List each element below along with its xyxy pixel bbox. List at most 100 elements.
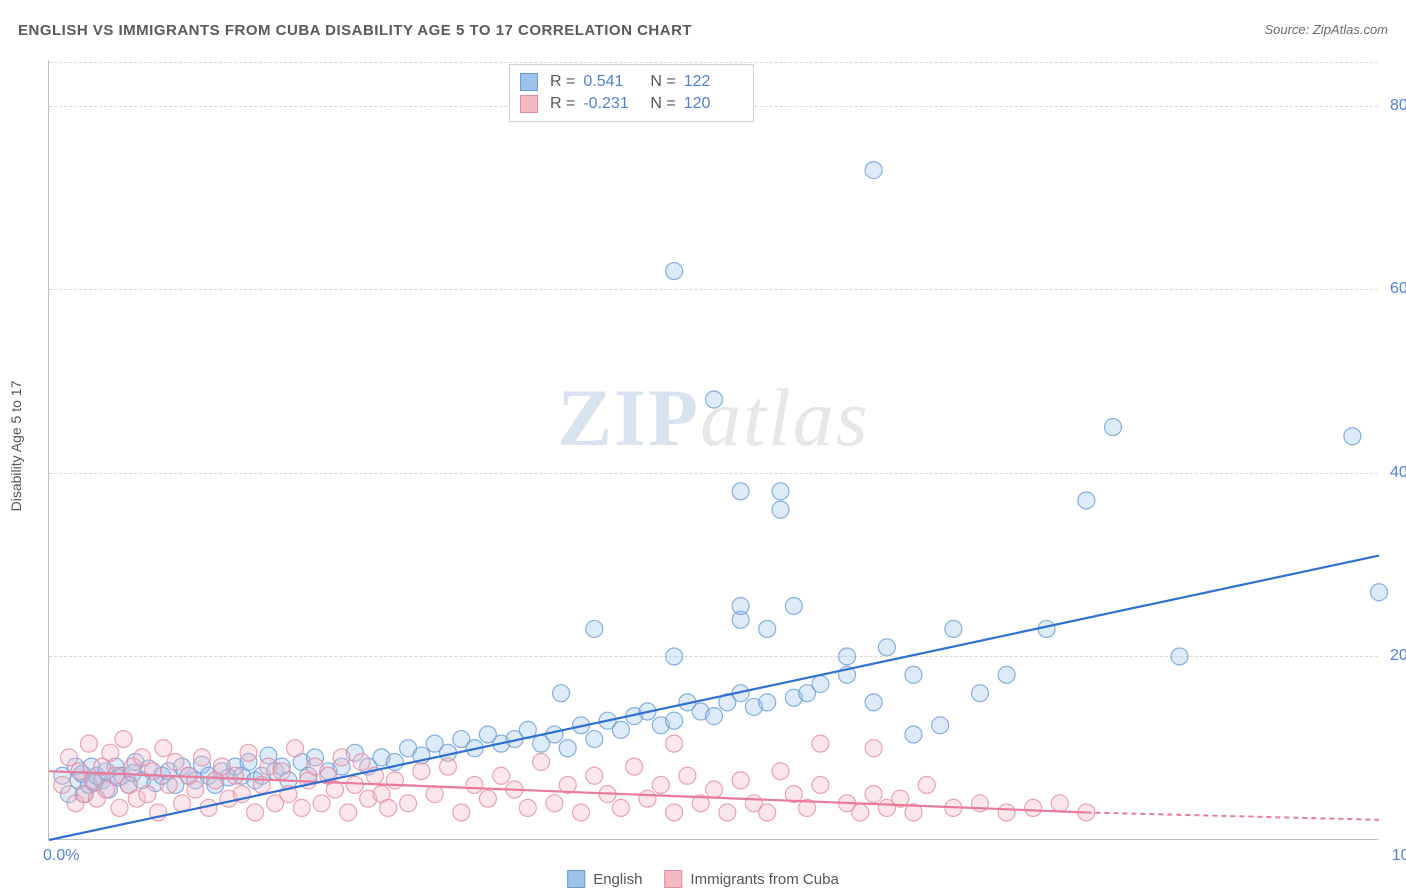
legend-label-english: English [593,871,642,888]
legend-item-english: English [567,870,642,888]
data-point [865,740,882,757]
data-point [732,483,749,500]
data-point [878,639,895,656]
n-value-cuba: 120 [684,95,739,113]
data-point [440,758,457,775]
y-axis-tick: 20.0% [1390,647,1406,665]
data-point [479,790,496,807]
data-point [852,804,869,821]
data-point [60,749,77,766]
data-point [193,749,210,766]
data-point [400,795,417,812]
data-point [998,666,1015,683]
data-point [346,776,363,793]
legend-row-english: R = 0.541 N = 122 [520,71,739,93]
data-point [1025,799,1042,816]
data-point [519,799,536,816]
data-point [759,620,776,637]
x-axis-tick-min: 0.0% [43,847,79,865]
data-point [586,620,603,637]
data-point [626,758,643,775]
swatch-cuba [664,870,682,888]
data-point [134,749,151,766]
data-point [666,712,683,729]
data-point [865,694,882,711]
data-point [719,804,736,821]
data-point [905,666,922,683]
data-point [998,804,1015,821]
legend-item-cuba: Immigrants from Cuba [664,870,838,888]
swatch-english [520,73,538,91]
data-point [666,735,683,752]
y-axis-label: Disability Age 5 to 17 [8,381,24,512]
data-point [732,772,749,789]
data-point [666,263,683,280]
data-point [785,598,802,615]
data-point [1051,795,1068,812]
chart-plot-area: 20.0%40.0%60.0%80.0% ZIPatlas R = 0.541 … [48,60,1378,840]
r-label: R = [550,73,575,91]
data-point [413,763,430,780]
data-point [812,735,829,752]
data-point [812,676,829,693]
data-point [1371,584,1388,601]
data-point [772,763,789,780]
scatter-plot-svg [49,60,1378,839]
data-point [466,776,483,793]
data-point [144,763,161,780]
data-point [340,804,357,821]
data-point [612,721,629,738]
data-point [453,804,470,821]
chart-title: ENGLISH VS IMMIGRANTS FROM CUBA DISABILI… [18,22,692,39]
data-point [80,735,97,752]
data-point [293,799,310,816]
data-point [706,391,723,408]
y-axis-tick: 60.0% [1390,280,1406,298]
data-point [273,763,290,780]
data-point [353,754,370,771]
data-point [679,767,696,784]
swatch-english [567,870,585,888]
data-point [533,754,550,771]
data-point [115,731,132,748]
data-point [1078,492,1095,509]
data-point [586,731,603,748]
data-point [559,740,576,757]
swatch-cuba [520,95,538,113]
n-value-english: 122 [684,73,739,91]
data-point [1105,419,1122,436]
data-point [54,776,71,793]
data-point [612,799,629,816]
data-point [187,781,204,798]
data-point [573,804,590,821]
data-point [652,776,669,793]
r-value-english: 0.541 [583,73,638,91]
x-axis-tick-max: 100.0% [1392,847,1406,865]
data-point [247,804,264,821]
data-point [905,726,922,743]
data-point [772,483,789,500]
data-point [160,776,177,793]
trend-line [1086,812,1379,819]
n-label: N = [650,73,675,91]
y-axis-tick: 80.0% [1390,97,1406,115]
data-point [546,795,563,812]
data-point [865,162,882,179]
data-point [932,717,949,734]
data-point [1171,648,1188,665]
data-point [1344,428,1361,445]
data-point [287,740,304,757]
correlation-legend: R = 0.541 N = 122 R = -0.231 N = 120 [509,64,754,122]
data-point [155,740,172,757]
r-label: R = [550,95,575,113]
data-point [426,786,443,803]
data-point [772,501,789,518]
data-point [167,754,184,771]
data-point [972,685,989,702]
legend-label-cuba: Immigrants from Cuba [690,871,838,888]
series-legend: English Immigrants from Cuba [567,870,839,888]
data-point [546,726,563,743]
data-point [666,648,683,665]
data-point [139,786,156,803]
data-point [666,804,683,821]
